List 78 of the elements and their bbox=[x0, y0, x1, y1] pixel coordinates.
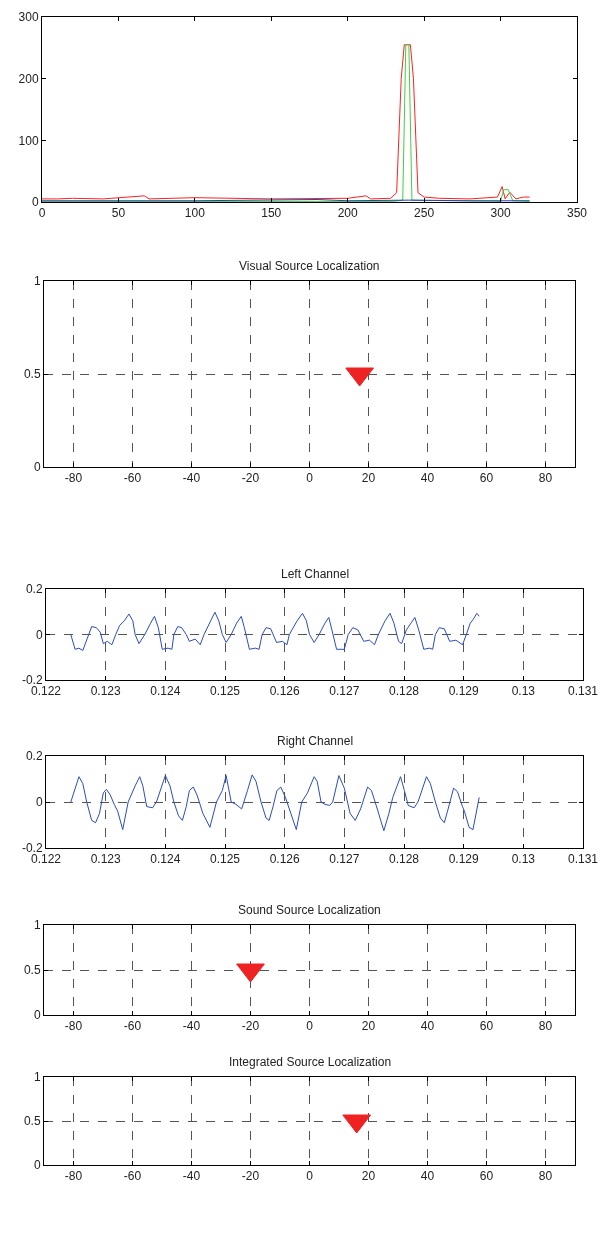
y-tick-label: 0 bbox=[31, 195, 39, 210]
x-tick-label: 0.128 bbox=[388, 852, 420, 867]
y-tick-label: 300 bbox=[18, 10, 39, 25]
x-tick-label: -60 bbox=[123, 1169, 142, 1184]
y-tick-label: 0.5 bbox=[23, 1114, 41, 1129]
x-tick-label: 0.127 bbox=[329, 852, 360, 867]
x-tick-label: 0.126 bbox=[269, 684, 301, 699]
chart-title: Left Channel bbox=[281, 567, 350, 581]
x-tick-label: 100 bbox=[184, 206, 206, 221]
x-tick-label: 0.126 bbox=[269, 852, 301, 867]
x-tick-label: 0 bbox=[306, 1019, 314, 1034]
x-tick-label: -40 bbox=[182, 1019, 201, 1034]
x-tick-label: 60 bbox=[479, 1169, 494, 1184]
y-tick-label: 1 bbox=[33, 918, 41, 933]
x-tick-label: -60 bbox=[123, 1019, 142, 1034]
y-tick-label: 0 bbox=[33, 1158, 41, 1173]
x-tick-label: -20 bbox=[241, 1019, 260, 1034]
x-tick-label: -80 bbox=[64, 471, 83, 486]
x-tick-label: 80 bbox=[538, 1019, 553, 1034]
x-tick-label: 80 bbox=[538, 1169, 553, 1184]
y-tick-label: 0 bbox=[33, 460, 41, 475]
y-tick-label: 1 bbox=[33, 1070, 41, 1085]
y-tick-label: 1 bbox=[33, 274, 41, 289]
x-tick-label: 0.124 bbox=[150, 852, 181, 867]
line-series bbox=[70, 611, 480, 651]
x-tick-label: 60 bbox=[479, 1019, 494, 1034]
x-tick-label: -40 bbox=[182, 1169, 201, 1184]
line-series bbox=[70, 774, 480, 832]
x-tick-label: 0.129 bbox=[448, 684, 480, 699]
y-tick-label: 0.2 bbox=[25, 582, 43, 597]
chart-title: Right Channel bbox=[277, 734, 354, 748]
x-tick-label: 0.131 bbox=[567, 852, 599, 867]
x-tick-label: 0.128 bbox=[388, 684, 420, 699]
x-tick-label: 0.123 bbox=[90, 684, 122, 699]
x-tick-label: -40 bbox=[182, 471, 201, 486]
y-tick-label: 0 bbox=[35, 627, 43, 642]
x-tick-label: 20 bbox=[361, 471, 376, 486]
x-tick-label: 0 bbox=[306, 471, 314, 486]
y-tick-label: 0.2 bbox=[25, 749, 43, 764]
chart-title: Visual Source Localization bbox=[239, 259, 380, 273]
x-tick-label: 40 bbox=[420, 1169, 435, 1184]
x-tick-label: 60 bbox=[479, 471, 494, 486]
x-tick-label: -80 bbox=[64, 1019, 83, 1034]
x-tick-label: 0.122 bbox=[30, 684, 62, 699]
x-tick-label: 200 bbox=[337, 206, 359, 221]
x-tick-label: 250 bbox=[414, 206, 435, 221]
x-tick-label: 20 bbox=[361, 1169, 376, 1184]
x-tick-label: 150 bbox=[261, 206, 282, 221]
x-tick-label: -80 bbox=[64, 1169, 83, 1184]
x-tick-label: 80 bbox=[538, 471, 553, 486]
x-tick-label: 0.129 bbox=[448, 852, 480, 867]
y-tick-label: 0.5 bbox=[23, 367, 41, 382]
chart-title: Sound Source Localization bbox=[238, 903, 381, 917]
x-tick-label: 40 bbox=[420, 471, 435, 486]
x-tick-label: 0.131 bbox=[567, 684, 599, 699]
chart-title: Integrated Source Localization bbox=[229, 1055, 392, 1069]
x-tick-label: -60 bbox=[123, 471, 142, 486]
x-tick-label: 50 bbox=[111, 206, 126, 221]
x-tick-label: -20 bbox=[241, 471, 260, 486]
y-tick-label: 0.5 bbox=[23, 963, 41, 978]
x-tick-label: 40 bbox=[420, 1019, 435, 1034]
y-tick-label: 0 bbox=[33, 1008, 41, 1023]
x-tick-label: 0.13 bbox=[511, 852, 536, 867]
x-tick-label: 0 bbox=[306, 1169, 314, 1184]
x-tick-label: 0.125 bbox=[209, 852, 241, 867]
x-tick-label: 20 bbox=[361, 1019, 376, 1034]
x-tick-label: 0.122 bbox=[30, 852, 62, 867]
x-tick-label: 0.124 bbox=[150, 684, 181, 699]
y-tick-label: 0 bbox=[35, 795, 43, 810]
x-tick-label: 350 bbox=[566, 206, 588, 221]
y-tick-label: 100 bbox=[18, 133, 39, 148]
x-tick-label: 0.13 bbox=[511, 684, 536, 699]
x-tick-label: 300 bbox=[490, 206, 511, 221]
x-tick-label: 0.125 bbox=[209, 684, 241, 699]
y-tick-label: 200 bbox=[18, 71, 39, 86]
x-tick-label: -20 bbox=[241, 1169, 260, 1184]
x-tick-label: 0.127 bbox=[329, 684, 360, 699]
x-tick-label: 0.123 bbox=[90, 852, 122, 867]
